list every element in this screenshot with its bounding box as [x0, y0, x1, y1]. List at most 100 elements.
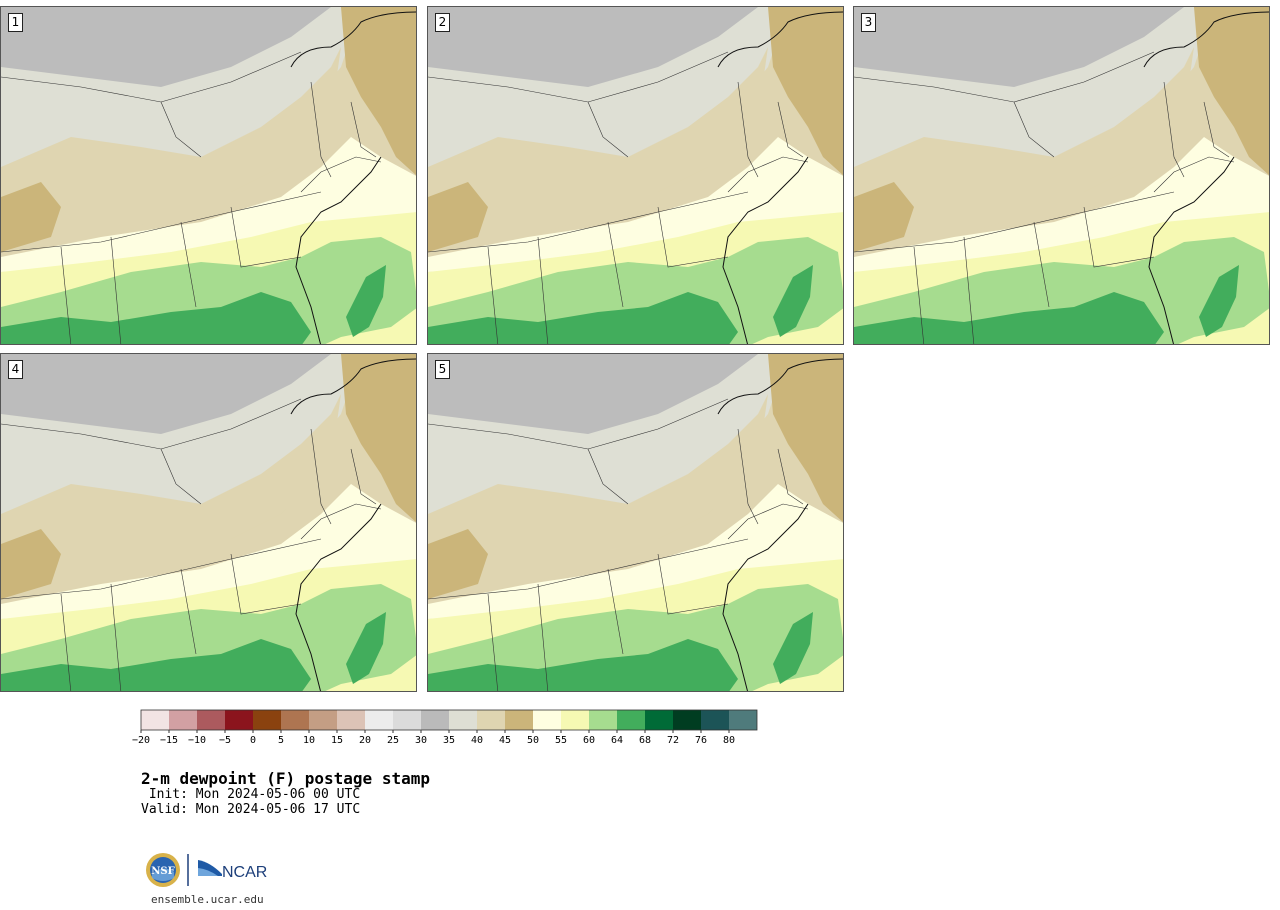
- colorbar-tick-label: 35: [443, 735, 455, 746]
- colorbar-tick-label: 68: [639, 735, 651, 746]
- nsf-logo-text: NSF: [151, 866, 174, 877]
- dewpoint-colorbar: −20 −15 −10 −5 0 5 10 15 20 25 30 35 40 45 50 55 60 64 68 7…: [132, 709, 758, 746]
- map-tan-region: [854, 47, 1194, 252]
- colorbar-tick-label: 30: [415, 735, 427, 746]
- map-tan-region: [1, 394, 341, 599]
- colorbar-swatch: [393, 710, 421, 730]
- map-green-region: [428, 639, 738, 691]
- state-border: [854, 191, 1175, 253]
- website-link[interactable]: ensemble.ucar.edu: [151, 893, 264, 906]
- state-border: [607, 221, 624, 308]
- panel-label-4: 4: [8, 360, 23, 379]
- state-border: [110, 236, 122, 344]
- map-green-region: [346, 265, 386, 337]
- state-border: [428, 538, 749, 600]
- state-border: [777, 101, 804, 158]
- state-border: [230, 553, 302, 615]
- colorbar-swatch: [673, 710, 701, 730]
- state-border: [487, 593, 499, 691]
- state-border: [1, 538, 322, 600]
- colorbar-swatch: [197, 710, 225, 730]
- map-brown-region: [1, 529, 61, 599]
- coastline: [717, 358, 843, 691]
- colorbar-swatch: [617, 710, 645, 730]
- forecast-panel-5: 5: [427, 353, 844, 692]
- panel-label-2: 2: [435, 13, 450, 32]
- state-border: [1013, 101, 1055, 158]
- map-green-region: [1, 639, 311, 691]
- state-border: [487, 246, 499, 344]
- forecast-panel-3: 3: [853, 6, 1270, 345]
- map-brown-region: [854, 182, 914, 252]
- colorbar-swatch: [645, 710, 673, 730]
- colorbar-swatch: [365, 710, 393, 730]
- map-tan-region: [428, 47, 768, 252]
- state-border: [1203, 101, 1230, 158]
- state-border: [350, 448, 377, 505]
- colorbar-swatch: [141, 710, 169, 730]
- map-cream-region: [1, 137, 416, 272]
- panel-label-3: 3: [861, 13, 876, 32]
- dewpoint-map-3: [854, 7, 1269, 344]
- colorbar-tick-label: −10: [188, 735, 206, 746]
- map-green-region: [773, 612, 813, 684]
- map-cream-region: [1, 484, 416, 619]
- panel-label-1: 1: [8, 13, 23, 32]
- forecast-panel-1: 1: [0, 6, 417, 345]
- colorbar-swatch: [337, 710, 365, 730]
- colorbar-tick-label: 80: [723, 735, 735, 746]
- colorbar-tick-label: −20: [132, 735, 150, 746]
- coastline: [290, 358, 416, 691]
- state-border: [587, 448, 629, 505]
- map-cream-region: [854, 137, 1269, 272]
- state-border: [60, 593, 72, 691]
- state-border: [160, 448, 202, 505]
- colorbar-swatch: [701, 710, 729, 730]
- state-border: [428, 191, 749, 253]
- state-border: [737, 428, 759, 525]
- dewpoint-map-4: [1, 354, 416, 691]
- state-border: [180, 568, 197, 655]
- colorbar-tick-label: 15: [331, 735, 343, 746]
- colorbar-tick-label: 25: [387, 735, 399, 746]
- map-brown-region: [1194, 7, 1269, 176]
- map-brown-region: [428, 182, 488, 252]
- map-tan-region: [1, 47, 341, 252]
- forecast-panel-2: 2: [427, 6, 844, 345]
- state-border: [1083, 206, 1155, 268]
- state-border: [160, 101, 202, 158]
- colorbar-tick-label: 45: [499, 735, 511, 746]
- state-border: [963, 236, 975, 344]
- init-time: Init: Mon 2024-05-06 00 UTC: [141, 787, 361, 802]
- map-brown-region: [428, 529, 488, 599]
- colorbar-tick-label: 10: [303, 735, 315, 746]
- state-border: [110, 583, 122, 691]
- state-border: [1033, 221, 1050, 308]
- map-green-region: [1, 292, 311, 344]
- map-brown-region: [341, 7, 416, 176]
- coastline: [1143, 11, 1269, 344]
- map-lightgreen-region: [1, 237, 416, 344]
- colorbar-swatch: [169, 710, 197, 730]
- coastline: [717, 11, 843, 344]
- dewpoint-map-5: [428, 354, 843, 691]
- colorbar-tick-label: 76: [695, 735, 707, 746]
- map-green-region: [1199, 265, 1239, 337]
- state-border: [737, 81, 759, 178]
- colorbar-tick-label: 40: [471, 735, 483, 746]
- colorbar-swatch: [449, 710, 477, 730]
- colorbar-tick-label: 0: [250, 735, 256, 746]
- map-brown-region: [341, 354, 416, 523]
- plot-title: 2-m dewpoint (F) postage stamp: [141, 769, 430, 788]
- colorbar-swatch: [505, 710, 533, 730]
- state-border: [310, 428, 332, 525]
- colorbar-swatch: [533, 710, 561, 730]
- colorbar-swatch: [253, 710, 281, 730]
- panel-label-5: 5: [435, 360, 450, 379]
- colorbar-tick-label: 5: [278, 735, 284, 746]
- colorbar-tick-label: 55: [555, 735, 567, 746]
- map-brown-region: [1, 182, 61, 252]
- state-border: [727, 156, 809, 193]
- colorbar-swatch: [281, 710, 309, 730]
- state-border: [300, 503, 382, 540]
